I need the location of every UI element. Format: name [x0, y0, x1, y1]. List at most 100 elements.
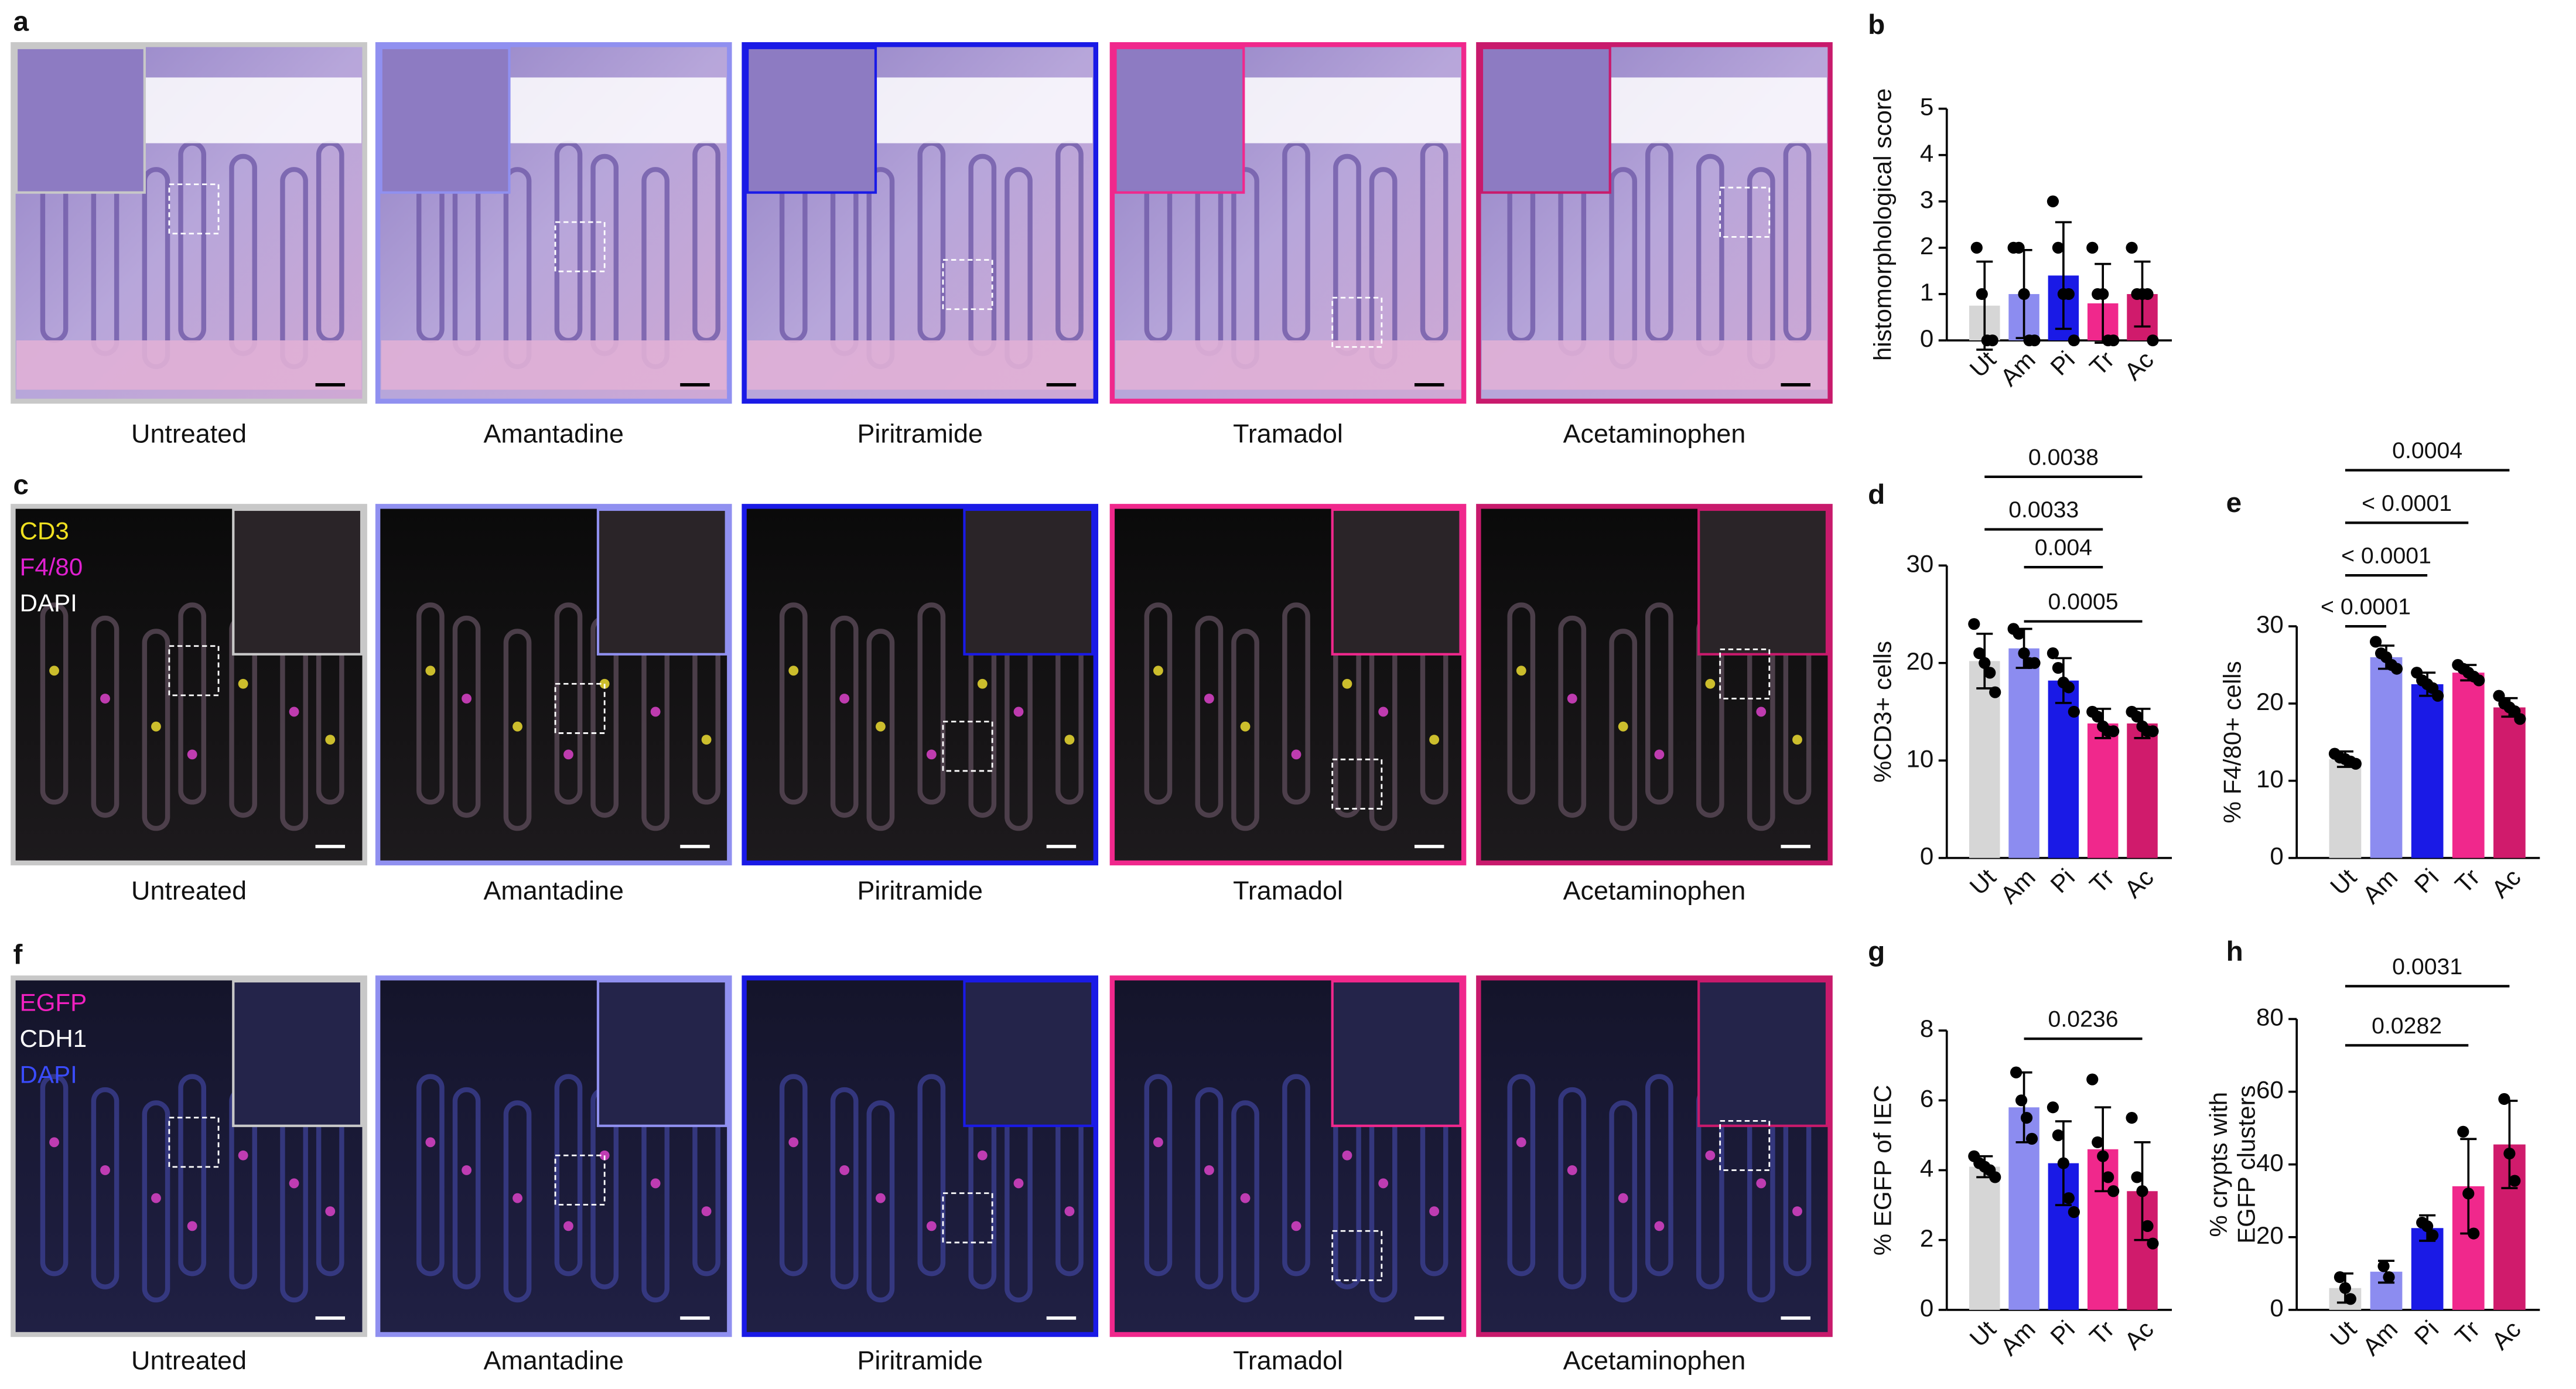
data-point — [1970, 241, 1983, 254]
inset — [15, 46, 146, 194]
cell — [425, 1137, 436, 1148]
significance-label: 0.0033 — [2008, 497, 2079, 523]
caption: Acetaminophen — [1563, 1346, 1746, 1376]
cell — [462, 694, 472, 704]
muscle — [16, 340, 362, 390]
crypt — [554, 602, 583, 805]
data-point — [1979, 657, 1991, 669]
cell — [187, 749, 197, 760]
data-point — [2468, 1227, 2480, 1240]
data-point — [2141, 288, 2154, 301]
data-point — [2047, 1101, 2059, 1114]
muscle — [1115, 340, 1461, 390]
cell — [49, 666, 59, 676]
x-tick-label: Ac — [2486, 1315, 2526, 1355]
inset-region — [942, 1192, 993, 1244]
data-point — [2052, 241, 2065, 254]
inset — [963, 508, 1094, 656]
x-tick-label: Pi — [2409, 864, 2444, 899]
inset — [1331, 508, 1462, 656]
data-point — [2369, 636, 2382, 648]
crypt — [142, 1100, 170, 1303]
data-point — [2047, 647, 2059, 660]
crypt — [1609, 629, 1638, 831]
data-point — [2092, 711, 2104, 723]
bar — [2411, 684, 2444, 858]
crypt — [1645, 602, 1673, 805]
crypt — [1558, 1087, 1587, 1289]
inset — [963, 980, 1094, 1127]
data-point — [1973, 647, 1986, 660]
data-point — [2068, 705, 2080, 718]
error-bar — [2055, 221, 2072, 330]
cell — [513, 1193, 522, 1203]
crypt — [866, 1100, 895, 1303]
data-point — [2062, 288, 2075, 301]
panel-letter: e — [2226, 487, 2242, 518]
inset-region — [942, 721, 993, 772]
y-tick-label: 10 — [2256, 765, 2284, 793]
data-point — [2334, 1271, 2346, 1284]
cell — [1064, 735, 1075, 745]
data-point — [2427, 1229, 2439, 1241]
cell — [1792, 735, 1802, 745]
caption: Amantadine — [484, 875, 624, 905]
x-tick-label: Ut — [2325, 1315, 2362, 1352]
crypt — [40, 602, 69, 805]
cell — [1291, 1221, 1301, 1231]
channel-label: DAPI — [20, 1061, 77, 1088]
data-point — [2028, 657, 2041, 669]
data-point — [2462, 1187, 2475, 1200]
x-tick-label: Tr — [2449, 864, 2485, 899]
inset-region — [554, 221, 606, 272]
data-point — [1986, 334, 1998, 347]
inset — [232, 980, 363, 1127]
x-tick-label: Tr — [2084, 1315, 2119, 1350]
panel-letter: d — [1868, 479, 1885, 510]
data-point — [2107, 334, 2120, 347]
x-tick-label: Tr — [2084, 346, 2119, 381]
data-point — [2498, 1093, 2510, 1105]
panel-letter: f — [13, 939, 22, 970]
bar — [2493, 707, 2526, 858]
x-tick-label: Pi — [2409, 1315, 2444, 1350]
data-point — [2018, 288, 2030, 301]
y-axis-label: % EGFP of IEC — [1868, 1085, 1896, 1255]
x-tick-label: Ac — [2119, 346, 2159, 385]
x-tick-label: Am — [2357, 1315, 2403, 1361]
cell — [462, 1165, 472, 1175]
x-tick-label: Am — [1995, 1315, 2041, 1361]
y-tick-label: 0 — [1920, 1294, 1933, 1322]
data-point — [2062, 681, 2075, 694]
crypt — [142, 629, 170, 831]
inset-region — [1719, 186, 1771, 238]
caption: Piritramide — [857, 1346, 983, 1376]
x-tick-label: Am — [1995, 346, 2041, 391]
data-point — [2062, 1192, 2075, 1204]
data-point — [2052, 661, 2065, 674]
x-tick-label: Ut — [1965, 1315, 2001, 1352]
data-point — [2013, 627, 2025, 640]
data-point — [2473, 674, 2485, 687]
cell — [1204, 1165, 1214, 1175]
data-point — [2107, 725, 2120, 738]
cell — [563, 1221, 573, 1231]
inset — [746, 46, 877, 194]
y-tick-label: 60 — [2256, 1076, 2284, 1104]
data-point — [2097, 1150, 2109, 1162]
x-tick-label: Ac — [2119, 1315, 2159, 1355]
lumen — [476, 77, 726, 144]
crypt — [1195, 1087, 1224, 1289]
lumen — [1211, 77, 1461, 144]
cell — [1792, 1206, 1802, 1217]
x-tick-label: Pi — [2045, 346, 2080, 381]
data-point — [2013, 241, 2025, 254]
channel-label: CDH1 — [20, 1025, 87, 1052]
crypt — [1609, 1100, 1638, 1303]
inset — [1331, 980, 1462, 1127]
micrograph-frame — [1109, 975, 1467, 1337]
cell — [1378, 1178, 1389, 1189]
x-tick-label: Pi — [2045, 1315, 2080, 1350]
channel-label: DAPI — [20, 589, 77, 617]
cell — [650, 707, 661, 717]
